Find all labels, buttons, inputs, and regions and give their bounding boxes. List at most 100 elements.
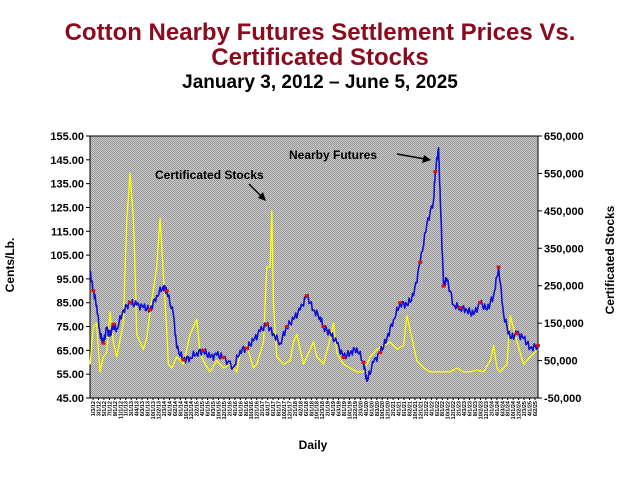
x-tick-label: 2/3/14 xyxy=(162,400,168,416)
x-tick-label: 8/1/14 xyxy=(178,400,184,416)
y-left-tick-label: 75.00 xyxy=(56,322,84,334)
x-tick-label: 6/1/16 xyxy=(238,401,244,416)
y-right-tick-label: 150,000 xyxy=(544,318,584,330)
x-tick-label: 10/1/14 xyxy=(184,400,190,419)
y-left-tick-label: 55.00 xyxy=(56,369,84,381)
annotation-certificated-stocks: Certificated Stocks xyxy=(155,168,264,182)
futures-expiry-marker xyxy=(101,341,106,345)
y-left-tick-label: 125.00 xyxy=(50,202,84,214)
x-tick-label: 10/2/23 xyxy=(478,401,484,419)
x-tick-label: 12/1/17 xyxy=(287,401,293,419)
y-right-tick-label: -50,000 xyxy=(544,393,581,405)
annotation-arrow-stocks xyxy=(248,183,263,198)
y-right-tick-label: 350,000 xyxy=(544,243,584,255)
x-tick-label: 1/3/12 xyxy=(91,401,97,416)
futures-expiry-marker xyxy=(181,358,186,362)
chart-title: Cotton Nearby Futures Settlement Prices … xyxy=(64,19,576,71)
x-tick-label: 4/1/19 xyxy=(331,401,337,416)
x-tick-label: 7/1/12 xyxy=(107,401,113,416)
x-tick-label: 10/3/16 xyxy=(249,401,255,419)
futures-expiry-marker xyxy=(361,360,366,364)
x-tick-label: 12/3/18 xyxy=(320,401,326,419)
x-tick-label: 6/1/17 xyxy=(271,401,277,416)
x-tick-label: 4/1/14 xyxy=(167,400,173,416)
x-tick-label: 10/3/22 xyxy=(446,401,452,419)
x-tick-label: 8/1/19 xyxy=(342,401,348,416)
x-tick-label: 8/2/21 xyxy=(407,401,413,416)
futures-expiry-marker xyxy=(418,260,423,264)
x-tick-label: 8/3/15 xyxy=(211,401,217,416)
y-right-tick-label: 250,000 xyxy=(544,281,584,293)
x-tick-label: 12/1/20 xyxy=(386,401,392,419)
x-tick-label: 6/1/21 xyxy=(402,401,408,416)
futures-expiry-marker xyxy=(458,306,463,309)
x-tick-label: 4/1/16 xyxy=(233,401,239,416)
annotation-arrowhead-futures xyxy=(422,155,431,163)
series-layer xyxy=(89,147,540,383)
x-tick-label: 3/1/13 xyxy=(129,401,135,416)
x-tick-label: 4/2/18 xyxy=(298,401,304,416)
x-tick-label: 6/1/20 xyxy=(369,401,375,416)
annotation-arrowhead-stocks xyxy=(258,192,266,201)
x-tick-label: 2/1/22 xyxy=(424,401,430,416)
x-tick-label: 10/1/15 xyxy=(217,401,223,419)
futures-expiry-marker xyxy=(478,301,483,305)
futures-expiry-marker xyxy=(398,301,403,305)
chart-subtitle: January 3, 2012 – June 5, 2025 xyxy=(182,72,458,93)
x-tick-label: 4/1/21 xyxy=(397,401,403,416)
x-tick-label: 4/3/23 xyxy=(462,401,468,416)
y-axis-right-label: Certificated Stocks xyxy=(603,205,617,314)
y-left-tick-label: 115.00 xyxy=(51,226,84,238)
futures-expiry-marker xyxy=(128,301,132,305)
y-left-tick-label: 135.00 xyxy=(50,179,84,191)
x-tick-label: 6/3/13 xyxy=(140,401,146,416)
x-tick-label: 4/1/22 xyxy=(429,401,435,416)
y-left-tick-label: 95.00 xyxy=(56,274,84,286)
x-tick-label: 12/2/19 xyxy=(353,401,359,419)
x-tick-label: 2/1/19 xyxy=(326,401,332,416)
futures-expiry-marker xyxy=(221,356,226,359)
y-left-tick-label: 45.00 xyxy=(56,393,84,405)
annotation-nearby-futures: Nearby Futures xyxy=(289,148,377,162)
x-tick-label: 12/1/21 xyxy=(418,401,424,419)
futures-expiry-marker xyxy=(304,294,309,298)
certificated-stocks-line xyxy=(89,172,539,373)
futures-expiry-marker xyxy=(264,322,269,326)
futures-expiry-marker xyxy=(148,308,152,312)
x-tick-label: 12/2/24 xyxy=(517,400,523,419)
x-tick-label: 10/1/13 xyxy=(151,401,157,419)
x-tick-label: 8/1/22 xyxy=(440,401,446,416)
x-tick-label: 6/3/24 xyxy=(500,400,506,416)
x-tick-label: 12/1/14 xyxy=(189,400,195,419)
nearby-futures-line xyxy=(89,147,539,383)
y-right-tick-label: 650,000 xyxy=(544,131,584,143)
futures-expiry-marker xyxy=(441,284,446,288)
x-tick-label: 10/1/19 xyxy=(347,401,353,419)
annotation-arrow-futures xyxy=(396,153,426,160)
x-tick-label: 6/1/23 xyxy=(468,401,474,416)
futures-expiry-marker xyxy=(284,325,289,328)
x-axis: 1/3/12 3/1/12 5/1/12 7/1/12 9/1/12 11/1/12 1/1… xyxy=(91,398,539,419)
x-tick-label: 12/1/22 xyxy=(451,401,457,419)
x-axis-label: Daily xyxy=(299,438,328,452)
y-left-tick-label: 155.00 xyxy=(50,131,84,143)
x-tick-label: 3/1/12 xyxy=(96,401,102,416)
x-tick-label: 8/1/17 xyxy=(277,401,283,416)
y-right-tick-label: 50,000 xyxy=(544,356,578,368)
x-tick-label: 4/3/17 xyxy=(266,401,272,416)
x-tick-label: 6/1/18 xyxy=(304,401,310,416)
x-tick-label: 2/1/21 xyxy=(391,401,397,416)
x-tick-label: 8/1/18 xyxy=(309,401,315,416)
futures-expiry-marker xyxy=(433,170,438,174)
x-tick-label: 1/1/13 xyxy=(124,401,130,416)
futures-expiry-marker xyxy=(201,348,206,352)
x-tick-label: 6/1/22 xyxy=(435,401,441,416)
futures-expiry-marker xyxy=(91,289,96,293)
x-tick-label: 10/1/18 xyxy=(315,401,321,419)
y-axis-left-label: Cents/Lb. xyxy=(3,238,17,293)
futures-expiry-marker xyxy=(536,344,540,348)
x-tick-label: 4/1/25 xyxy=(528,401,534,416)
plot-area xyxy=(89,135,539,399)
x-tick-label: 6/2/25 xyxy=(533,401,539,416)
